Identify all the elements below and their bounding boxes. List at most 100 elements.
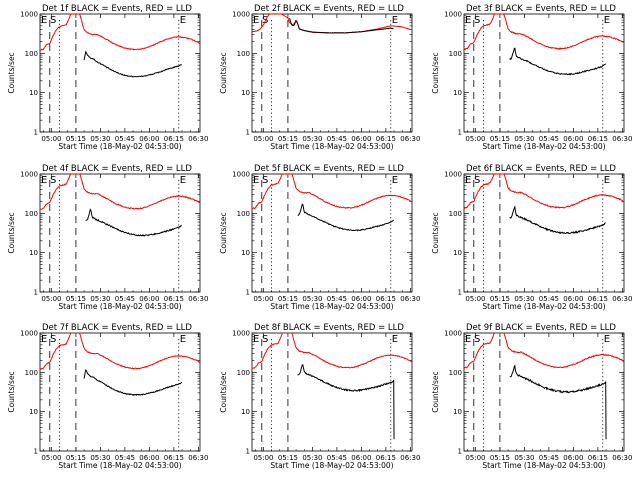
plot-frame — [251, 13, 413, 133]
marker-label-3: E — [180, 334, 186, 345]
marker-label-2: S — [50, 175, 56, 186]
panel-det-1: Det 1f BLACK = Events, RED = LLD 1 10 100 10… — [7, 4, 208, 151]
x-tick-label: 05:45 — [115, 454, 135, 462]
x-tick-label: 05:15 — [66, 454, 86, 462]
y-axis-label: Counts/sec — [7, 52, 16, 93]
y-tick-label: 10 — [453, 89, 462, 97]
x-tick-label: 06:00 — [351, 295, 371, 303]
marker-label-1: E — [41, 175, 47, 186]
y-axis-label: Counts/sec — [219, 52, 228, 93]
y-tick-label: 100 — [449, 369, 462, 377]
panel-title: Det 7f BLACK = Events, RED = LLD — [42, 323, 192, 333]
y-axis-label: Counts/sec — [431, 371, 440, 412]
x-tick-label: 06:15 — [588, 295, 608, 303]
y-axis-label: Counts/sec — [431, 52, 440, 93]
lld-series-line — [464, 174, 624, 210]
y-axis-label: Counts/sec — [431, 212, 440, 253]
marker-label-1: E — [253, 175, 259, 186]
events-series-line — [83, 50, 182, 78]
x-tick-label: 06:15 — [164, 135, 184, 143]
plot-frame — [39, 332, 201, 452]
marker-label-2: S — [50, 334, 56, 345]
marker-label-2: S — [474, 175, 480, 186]
x-tick-label: 05:00 — [465, 295, 485, 303]
x-tick-label: 06:00 — [139, 454, 159, 462]
x-tick-label: 06:30 — [612, 295, 632, 303]
x-tick-label: 06:00 — [139, 295, 159, 303]
y-tick-label: 10 — [453, 249, 462, 257]
marker-label-3: E — [180, 175, 186, 186]
marker-label-1: E — [253, 334, 259, 345]
y-tick-label: 1000 — [20, 11, 38, 19]
y-tick-label: 1 — [458, 289, 462, 297]
x-tick-label: 05:30 — [514, 135, 534, 143]
plot-frame — [39, 173, 201, 293]
y-tick-label: 1 — [246, 289, 250, 297]
x-tick-label: 06:00 — [563, 135, 583, 143]
plot-frame — [39, 13, 201, 133]
lld-series-line — [464, 14, 624, 51]
panel-title: Det 9f BLACK = Events, RED = LLD — [466, 323, 616, 333]
x-tick-label: 06:15 — [588, 454, 608, 462]
marker-label-3: E — [392, 175, 398, 186]
marker-label-1: E — [253, 15, 259, 26]
events-series-line — [85, 208, 182, 237]
panel-det-8: Det 8f BLACK = Events, RED = LLD 1 10 100 10… — [219, 323, 420, 470]
panel-det-5: Det 5f BLACK = Events, RED = LLD 1 10 100 10… — [219, 164, 420, 311]
y-tick-label: 10 — [453, 408, 462, 416]
x-tick-label: 05:00 — [41, 295, 61, 303]
x-tick-label: 05:00 — [465, 454, 485, 462]
panel-title: Det 2f BLACK = Events, RED = LLD — [254, 4, 404, 14]
y-tick-label: 100 — [25, 50, 38, 58]
x-tick-label: 05:00 — [41, 135, 61, 143]
marker-label-3: E — [604, 175, 610, 186]
y-tick-label: 1 — [458, 129, 462, 137]
panel-det-7: Det 7f BLACK = Events, RED = LLD 1 10 100 10… — [7, 323, 208, 470]
x-tick-label: 06:30 — [188, 454, 208, 462]
x-tick-label: 05:45 — [539, 295, 559, 303]
x-tick-label: 05:15 — [66, 295, 86, 303]
marker-label-2: S — [474, 334, 480, 345]
marker-label-2: S — [50, 15, 56, 26]
marker-label-2: S — [262, 175, 268, 186]
y-tick-label: 100 — [237, 50, 250, 58]
x-tick-label: 05:15 — [278, 135, 298, 143]
x-axis-label: Start Time (18-May-02 04:53:00) — [270, 302, 393, 311]
y-tick-label: 1000 — [444, 11, 462, 19]
x-tick-label: 06:30 — [188, 295, 208, 303]
y-tick-label: 100 — [237, 369, 250, 377]
x-tick-label: 05:15 — [490, 295, 510, 303]
x-tick-label: 06:30 — [400, 135, 420, 143]
marker-label-1: E — [465, 15, 471, 26]
x-axis-label: Start Time (18-May-02 04:53:00) — [482, 142, 605, 151]
y-axis-label: Counts/sec — [219, 212, 228, 253]
x-tick-label: 06:15 — [164, 454, 184, 462]
y-tick-label: 1 — [246, 448, 250, 456]
events-series-line — [297, 364, 395, 440]
x-tick-label: 06:15 — [376, 135, 396, 143]
x-tick-label: 05:00 — [253, 135, 273, 143]
events-series-line — [83, 368, 183, 396]
x-tick-label: 05:30 — [302, 454, 322, 462]
x-axis-label: Start Time (18-May-02 04:53:00) — [58, 302, 181, 311]
x-tick-label: 06:15 — [376, 295, 396, 303]
y-tick-label: 1000 — [232, 171, 250, 179]
x-tick-label: 05:30 — [302, 135, 322, 143]
x-tick-label: 05:15 — [490, 135, 510, 143]
y-tick-label: 1000 — [444, 171, 462, 179]
plot-frame — [463, 173, 625, 293]
x-tick-label: 06:00 — [563, 454, 583, 462]
x-tick-label: 05:45 — [115, 295, 135, 303]
y-axis-label: Counts/sec — [219, 371, 228, 412]
marker-label-3: E — [392, 334, 398, 345]
lld-series-line — [40, 14, 200, 51]
events-series-line — [297, 203, 394, 232]
x-tick-label: 06:00 — [351, 135, 371, 143]
x-tick-label: 05:45 — [115, 135, 135, 143]
y-tick-label: 1 — [246, 129, 250, 137]
x-tick-label: 05:30 — [514, 295, 534, 303]
lld-series-line — [464, 333, 624, 369]
y-tick-label: 100 — [25, 210, 38, 218]
x-tick-label: 05:15 — [278, 454, 298, 462]
marker-label-1: E — [465, 334, 471, 345]
